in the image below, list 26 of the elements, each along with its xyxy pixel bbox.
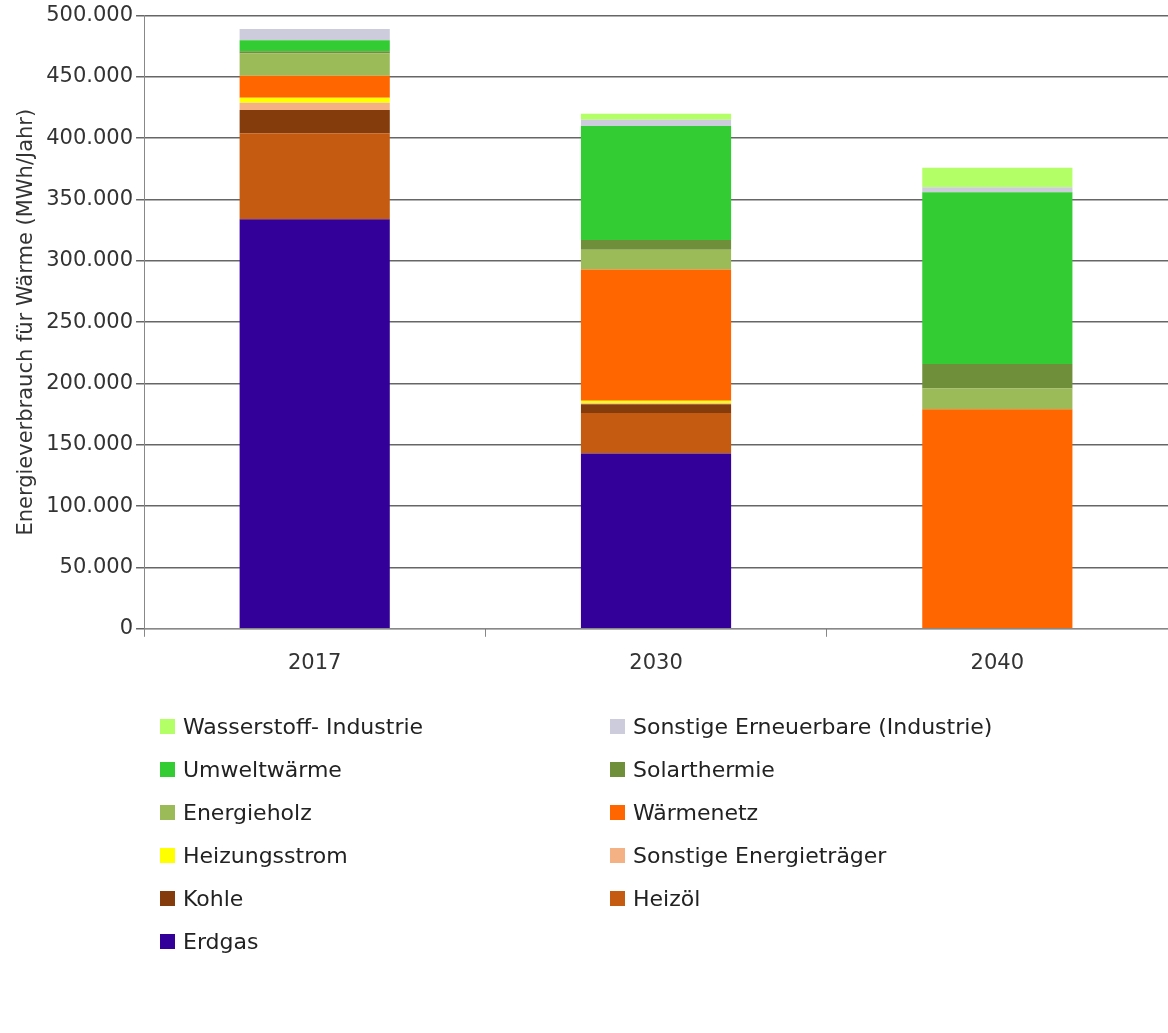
legend-label: Energieholz xyxy=(183,800,312,825)
y-tick-label: 500.000 xyxy=(46,2,134,27)
y-tick-label: 50.000 xyxy=(59,553,134,578)
x-tick-label: 2040 xyxy=(970,649,1025,674)
y-tick-label: 250.000 xyxy=(46,308,134,333)
y-tick-label: 100.000 xyxy=(46,492,134,517)
legend-label: Wasserstoff- Industrie xyxy=(183,714,424,739)
y-tick-label: 150.000 xyxy=(46,431,134,456)
legend-label: Heizöl xyxy=(633,886,701,911)
legend-label: Erdgas xyxy=(183,929,259,954)
legend-label: Sonstige Energieträger xyxy=(633,843,887,868)
y-tick-label: 200.000 xyxy=(46,369,134,394)
legend-label: Heizungsstrom xyxy=(183,843,348,868)
legend-label: Sonstige Erneuerbare (Industrie) xyxy=(633,714,993,739)
legend-label: Solarthermie xyxy=(633,757,775,782)
legend-label: Umweltwärme xyxy=(183,757,342,782)
y-tick-label: 450.000 xyxy=(46,63,134,88)
y-tick-label: 400.000 xyxy=(46,124,134,149)
y-tick-label: 350.000 xyxy=(46,186,134,211)
legend-label: Wärmenetz xyxy=(633,800,759,825)
legend-label: Kohle xyxy=(183,886,244,911)
y-tick-label: 0 xyxy=(119,615,134,640)
x-tick-label: 2017 xyxy=(287,649,342,674)
y-tick-label: 300.000 xyxy=(46,247,134,272)
y-axis-title: Energieverbrauch für Wärme (MWh/Jahr) xyxy=(13,108,38,536)
x-tick-label: 2030 xyxy=(629,649,683,674)
